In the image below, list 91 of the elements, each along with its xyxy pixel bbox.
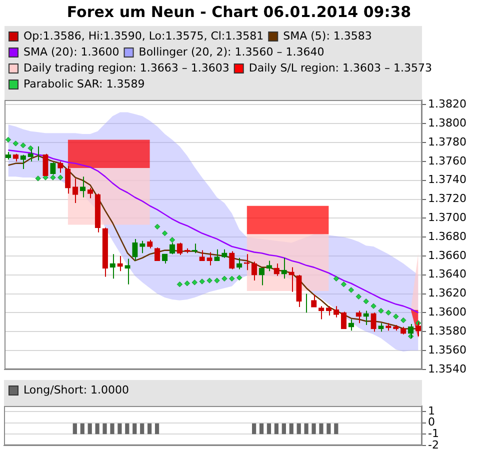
candlestick bbox=[80, 176, 86, 198]
point bbox=[169, 237, 176, 243]
y-tick-label: 1.3720 bbox=[428, 192, 466, 206]
point bbox=[370, 303, 376, 309]
point bbox=[356, 294, 362, 300]
candlestick bbox=[266, 260, 272, 272]
candlestick bbox=[117, 255, 123, 272]
candlestick bbox=[140, 240, 146, 254]
y-tick-label: 1.3620 bbox=[428, 286, 466, 300]
candlestick bbox=[363, 310, 369, 326]
point bbox=[154, 224, 160, 230]
candlestick bbox=[311, 294, 317, 308]
point bbox=[176, 281, 183, 288]
candlestick bbox=[281, 257, 287, 280]
candlestick bbox=[132, 238, 138, 262]
candlestick bbox=[65, 166, 71, 194]
point bbox=[50, 174, 56, 180]
chart-title: Forex um Neun - Chart 06.01.2014 09:38 bbox=[66, 2, 412, 21]
legend-label: Daily trading region: 1.3663 – 1.3603 bbox=[24, 61, 230, 74]
y-tick-label: 1.3560 bbox=[428, 343, 466, 356]
y-tick-label: 1.3660 bbox=[428, 248, 466, 262]
legend-label: SMA (5): 1.3583 bbox=[283, 29, 372, 42]
candlestick bbox=[229, 250, 235, 270]
y-tick-label: 1.3800 bbox=[428, 116, 466, 130]
point bbox=[162, 230, 168, 236]
point bbox=[192, 280, 198, 286]
candlestick bbox=[340, 311, 347, 330]
candlestick bbox=[58, 160, 64, 174]
candlestick bbox=[258, 268, 265, 286]
point bbox=[386, 310, 392, 316]
y-tick-label: 1.3820 bbox=[428, 98, 466, 111]
y-tick-label: 1.3580 bbox=[428, 324, 466, 338]
point bbox=[184, 280, 190, 286]
point bbox=[58, 174, 64, 180]
y-tick-label: 1.3780 bbox=[428, 135, 466, 148]
candlestick bbox=[251, 261, 258, 282]
point bbox=[348, 287, 354, 293]
point bbox=[206, 278, 212, 284]
y-tick-label: 1 bbox=[428, 404, 435, 418]
point bbox=[35, 176, 41, 182]
point bbox=[20, 142, 26, 148]
point bbox=[12, 140, 19, 146]
candlestick bbox=[333, 306, 340, 318]
y-tick-label: 1.3600 bbox=[428, 306, 466, 319]
candlestick bbox=[199, 250, 205, 262]
candlestick bbox=[110, 254, 116, 280]
candlestick bbox=[176, 242, 183, 256]
candlestick bbox=[244, 254, 250, 271]
point bbox=[229, 276, 235, 282]
point bbox=[28, 145, 34, 152]
candlestick bbox=[274, 263, 280, 276]
candlestick bbox=[214, 248, 220, 262]
point bbox=[340, 281, 347, 288]
candlestick bbox=[72, 178, 78, 204]
candlestick bbox=[87, 187, 94, 199]
y-tick-label: 1.3760 bbox=[428, 154, 466, 168]
legend-label: Daily S/L region: 1.3603 – 1.3573 bbox=[248, 61, 432, 74]
candlestick bbox=[326, 306, 332, 316]
candlestick bbox=[206, 252, 212, 266]
point bbox=[400, 317, 406, 324]
candlestick bbox=[318, 306, 324, 320]
point bbox=[199, 278, 205, 284]
candlestick bbox=[415, 322, 422, 337]
candlestick bbox=[356, 310, 362, 324]
candlestick bbox=[288, 266, 294, 292]
y-tick-label: 1.3680 bbox=[428, 230, 466, 243]
y-tick-label: 1.3700 bbox=[428, 211, 466, 224]
legend-label: Op:1.3586, Hi:1.3590, Lo:1.3575, Cl:1.3581 bbox=[24, 29, 264, 42]
y-tick-label: 1.3540 bbox=[428, 362, 466, 376]
y-tick-label: 1.3740 bbox=[428, 173, 466, 186]
legend-label: Parabolic SAR: 1.3589 bbox=[24, 77, 145, 90]
candlestick bbox=[20, 154, 26, 170]
point bbox=[236, 274, 242, 281]
candlestick bbox=[370, 312, 376, 332]
candlestick bbox=[124, 258, 130, 285]
legend-label: SMA (20): 1.3600 bbox=[24, 45, 120, 58]
y-tick-label: 0 bbox=[428, 416, 435, 429]
point bbox=[378, 308, 384, 314]
point bbox=[214, 278, 220, 284]
point bbox=[393, 314, 399, 320]
point bbox=[363, 298, 369, 304]
legend-label: Long/Short: 1.0000 bbox=[24, 383, 130, 396]
legend-label: Bollinger (20, 2): 1.3560 – 1.3640 bbox=[138, 45, 324, 58]
candlestick bbox=[236, 257, 242, 270]
point bbox=[5, 136, 12, 143]
y-tick-label: -2 bbox=[428, 438, 439, 452]
y-tick-label: 1.3640 bbox=[428, 268, 466, 281]
y-tick-label: -1 bbox=[428, 427, 439, 440]
point bbox=[222, 276, 228, 282]
candlestick bbox=[154, 246, 160, 262]
point bbox=[333, 276, 340, 282]
